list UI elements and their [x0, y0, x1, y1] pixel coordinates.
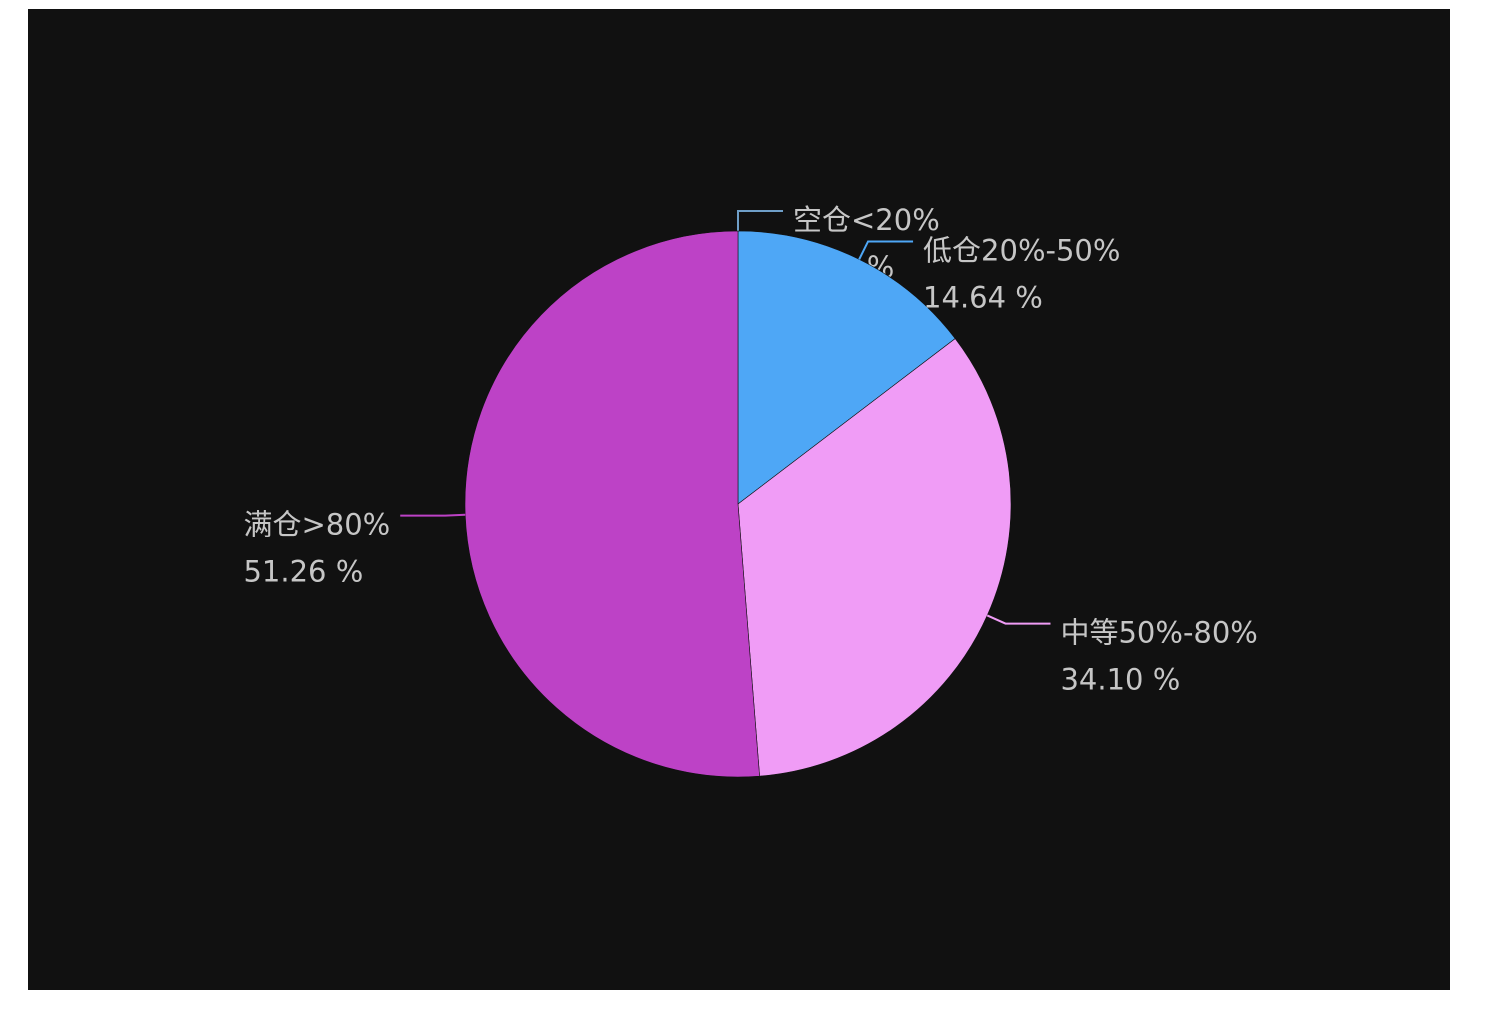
leader-line — [400, 513, 466, 517]
pie-slice — [464, 230, 760, 778]
slice-label: 低仓20%-50% 14.64 % — [923, 233, 1120, 314]
pie-slice — [737, 338, 1012, 777]
slice-label: 中等50%-80% 34.10 % — [1060, 616, 1257, 697]
leader-line — [986, 614, 1051, 625]
leader-line — [858, 240, 914, 260]
slice-value-label: 14.64 % — [923, 280, 1043, 314]
slice-category: 满仓>80% — [243, 508, 390, 542]
slice-category: 空仓<20% — [793, 203, 940, 237]
pie-slice — [737, 230, 956, 505]
leader-line — [737, 210, 783, 231]
slice-category: 低仓20%-50% — [923, 233, 1120, 267]
slice-label: 满仓>80% 51.26 % — [243, 508, 390, 589]
slice-category: 中等50%-80% — [1060, 616, 1257, 650]
slice-value-label: 51.26 % — [243, 555, 363, 589]
slice-value-label: 34.10 % — [1060, 663, 1180, 697]
